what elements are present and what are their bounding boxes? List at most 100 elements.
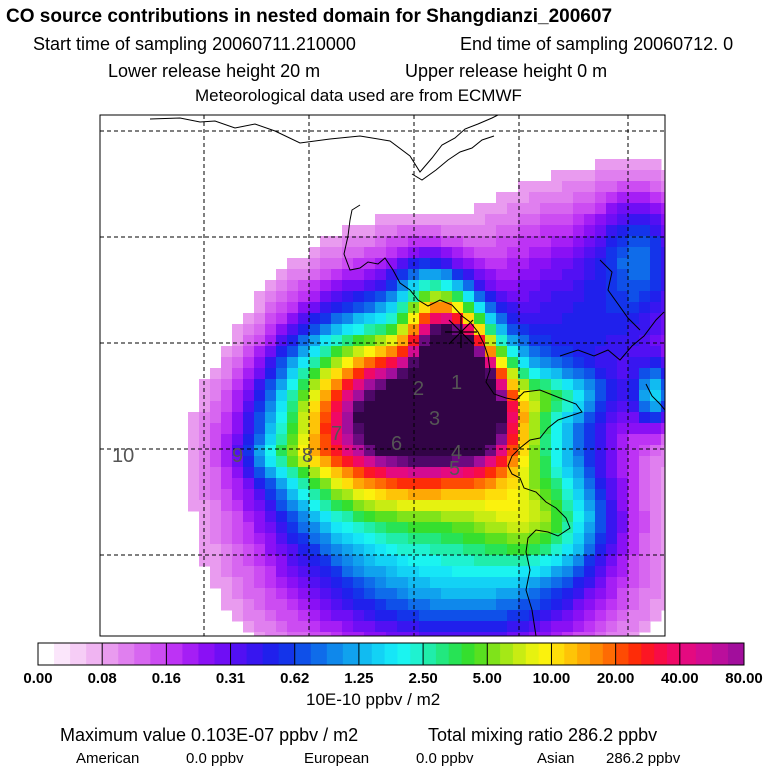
field-cell xyxy=(584,456,596,468)
field-cell xyxy=(507,599,519,611)
field-cell xyxy=(650,247,662,259)
field-cell xyxy=(265,291,277,303)
field-cell xyxy=(518,489,530,501)
field-cell xyxy=(650,566,662,578)
field-cell xyxy=(562,533,574,545)
field-cell xyxy=(309,423,321,435)
field-cell xyxy=(320,335,332,347)
field-cell xyxy=(430,599,442,611)
field-cell xyxy=(375,335,387,347)
field-cell xyxy=(463,610,475,622)
field-cell xyxy=(287,511,299,523)
field-cell xyxy=(573,555,585,567)
field-cell xyxy=(661,555,665,567)
field-cell xyxy=(496,357,508,369)
field-cell xyxy=(617,181,629,193)
field-cell xyxy=(276,544,288,556)
field-cell xyxy=(331,533,343,545)
field-cell xyxy=(496,379,508,391)
field-cell xyxy=(628,247,640,259)
field-cell xyxy=(617,302,629,314)
field-cell xyxy=(551,291,563,303)
field-cell xyxy=(342,302,354,314)
field-cell xyxy=(331,390,343,402)
field-cell xyxy=(287,302,299,314)
field-cell xyxy=(606,170,618,182)
field-cell xyxy=(430,511,442,523)
field-cell xyxy=(551,566,563,578)
field-cell xyxy=(463,379,475,391)
field-cell xyxy=(452,555,464,567)
field-cell xyxy=(375,247,387,259)
field-cell xyxy=(441,379,453,391)
field-cell xyxy=(639,346,651,358)
field-cell xyxy=(485,610,497,622)
field-cell xyxy=(661,401,665,413)
field-cell xyxy=(265,588,277,600)
field-cell xyxy=(430,533,442,545)
field-cell xyxy=(496,456,508,468)
colorbar-band xyxy=(150,643,167,665)
field-cell xyxy=(474,445,486,457)
field-cell xyxy=(606,236,618,248)
field-cell xyxy=(342,434,354,446)
field-cell xyxy=(661,511,665,523)
field-cell xyxy=(595,357,607,369)
field-cell xyxy=(628,225,640,237)
field-cell xyxy=(485,478,497,490)
field-cell xyxy=(265,500,277,512)
field-cell xyxy=(584,236,596,248)
colorbar-band xyxy=(628,643,642,665)
field-cell xyxy=(573,236,585,248)
field-cell xyxy=(408,577,420,589)
field-cell xyxy=(441,533,453,545)
field-cell xyxy=(254,577,266,589)
field-cell xyxy=(386,390,398,402)
field-cell xyxy=(265,566,277,578)
coast-bohai-north xyxy=(411,135,495,181)
field-cell xyxy=(276,269,288,281)
field-cell xyxy=(595,434,607,446)
field-cell xyxy=(430,445,442,457)
field-cell xyxy=(628,478,640,490)
field-cell xyxy=(551,313,563,325)
field-cell xyxy=(265,379,277,391)
field-cell xyxy=(309,258,321,270)
field-cell xyxy=(617,566,629,578)
field-cell xyxy=(298,280,310,292)
field-cell xyxy=(650,533,662,545)
field-cell xyxy=(276,456,288,468)
field-cell xyxy=(199,467,211,479)
field-cell xyxy=(452,346,464,358)
field-cell xyxy=(639,489,651,501)
field-cell xyxy=(507,247,519,259)
field-cell xyxy=(617,357,629,369)
field-cell xyxy=(210,500,222,512)
field-cell xyxy=(430,225,442,237)
field-cell xyxy=(375,522,387,534)
field-cell xyxy=(650,610,662,622)
colorbar-band xyxy=(500,643,514,665)
field-cell xyxy=(276,467,288,479)
field-cell xyxy=(529,346,541,358)
field-cell xyxy=(397,478,409,490)
field-cell xyxy=(386,324,398,336)
field-cell xyxy=(540,280,552,292)
field-cell xyxy=(320,280,332,292)
field-cell xyxy=(650,423,662,435)
field-cell xyxy=(485,621,497,633)
field-cell xyxy=(320,368,332,380)
field-cell xyxy=(397,302,409,314)
field-cell xyxy=(562,434,574,446)
field-cell xyxy=(463,346,475,358)
colorbar-band xyxy=(602,643,617,665)
field-cell xyxy=(529,258,541,270)
field-cell xyxy=(452,390,464,402)
field-cell xyxy=(287,401,299,413)
field-cell xyxy=(584,467,596,479)
field-cell xyxy=(474,522,486,534)
field-cell xyxy=(518,346,530,358)
field-cell xyxy=(419,621,431,633)
field-cell xyxy=(221,434,233,446)
field-cell xyxy=(397,555,409,567)
